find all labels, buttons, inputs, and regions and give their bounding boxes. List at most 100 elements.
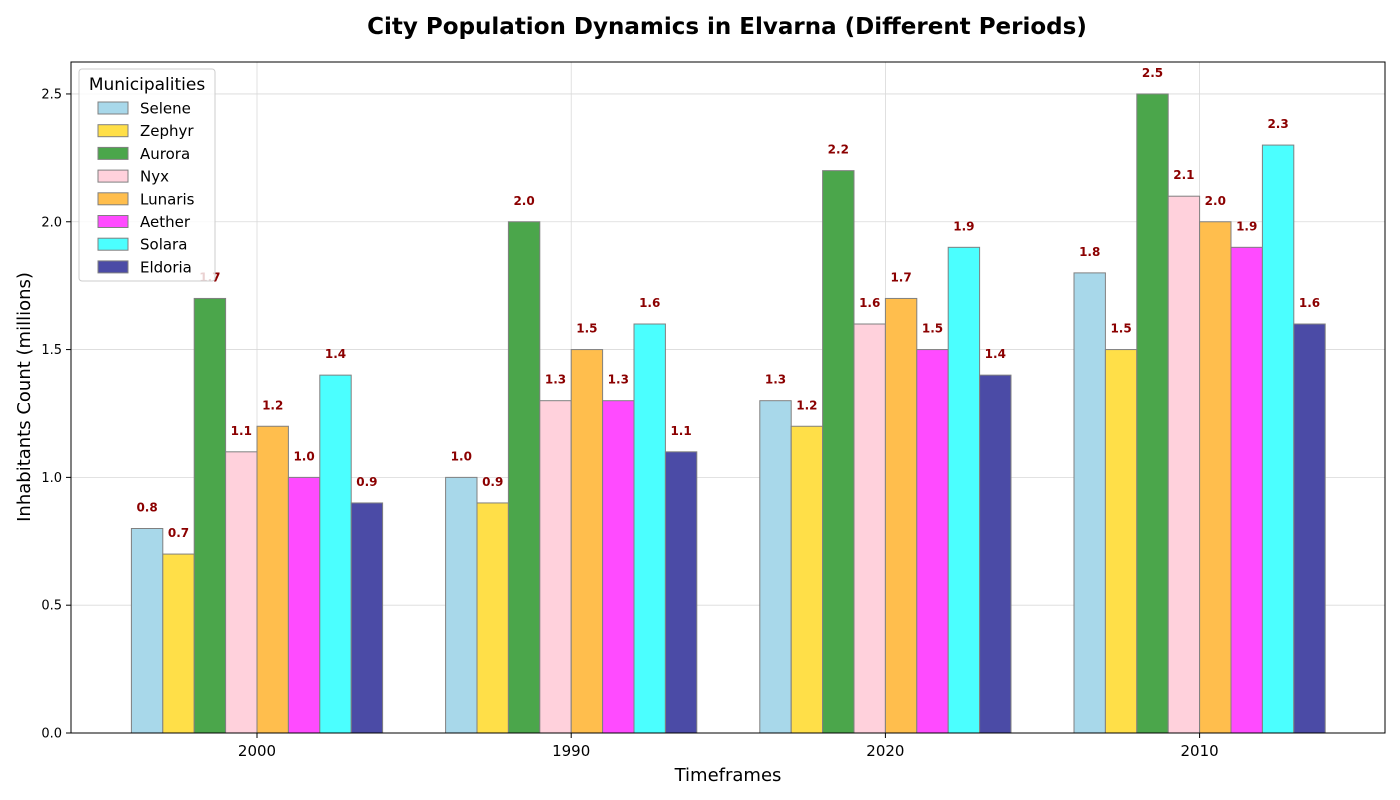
data-label: 0.8 — [136, 501, 157, 515]
bar-lunaris-2020 — [884, 297, 918, 734]
chart-title: City Population Dynamics in Elvarna (Dif… — [367, 14, 1087, 40]
bar-zephyr-2010 — [1104, 349, 1138, 734]
bar-eldoria-2010 — [1293, 323, 1326, 734]
legend-swatch-eldoria — [97, 260, 129, 274]
legend-entry-lunaris: Lunaris — [140, 190, 195, 208]
y-tick-label: 0.0 — [41, 727, 62, 742]
data-label: 0.9 — [482, 475, 503, 489]
y-axis-label: Inhabitants Count (millions) — [14, 272, 35, 522]
bar-eldoria-1990 — [664, 451, 698, 734]
x-tick-label: 2010 — [1181, 742, 1219, 760]
data-label: 2.2 — [828, 143, 849, 157]
data-label: 1.0 — [293, 449, 314, 463]
data-label: 2.0 — [513, 194, 534, 208]
bar-solara-2000 — [319, 374, 352, 734]
bar-selene-2000 — [130, 528, 164, 734]
x-axis-label: Timeframes — [674, 765, 782, 786]
bar-solara-2020 — [947, 246, 981, 734]
data-label: 1.3 — [608, 373, 629, 387]
data-label: 1.5 — [1110, 322, 1131, 336]
data-label: 0.7 — [168, 526, 189, 540]
bar-lunaris-2010 — [1199, 221, 1232, 734]
bar-zephyr-2000 — [162, 553, 195, 734]
data-label: 2.3 — [1267, 117, 1288, 131]
bar-eldoria-2000 — [350, 502, 384, 734]
bar-aether-2020 — [916, 349, 949, 734]
data-label: 1.1 — [231, 424, 252, 438]
data-label: 1.1 — [670, 424, 691, 438]
bar-selene-2010 — [1073, 272, 1106, 734]
legend: Municipalities Selene Zephyr Aurora Nyx Lunar… — [78, 68, 216, 282]
legend-swatch-aether — [97, 215, 129, 228]
data-label: 1.6 — [639, 296, 660, 310]
bar-solara-1990 — [633, 323, 666, 734]
legend-entry-aurora: Aurora — [140, 145, 190, 163]
bar-lunaris-2000 — [256, 425, 289, 734]
x-tick-label: 2000 — [238, 742, 276, 760]
y-tick-label: 0.5 — [41, 599, 62, 614]
bar-aether-2000 — [287, 476, 321, 734]
legend-entry-nyx: Nyx — [140, 168, 169, 186]
data-label: 1.4 — [985, 347, 1006, 361]
data-label: 1.3 — [765, 373, 786, 387]
bar-nyx-2010 — [1167, 195, 1201, 734]
x-tick-label: 1990 — [552, 742, 590, 760]
bar-selene-2020 — [759, 400, 792, 734]
legend-swatch-aurora — [97, 146, 129, 160]
plot-frame — [70, 61, 1386, 734]
data-label: 2.5 — [1142, 66, 1163, 80]
data-label: 1.5 — [576, 322, 597, 336]
y-axis: 0.0 0.5 1.0 1.5 2.0 2.5 — [41, 87, 71, 742]
bar-nyx-1990 — [539, 400, 572, 734]
data-label: 1.4 — [325, 347, 346, 361]
data-label: 1.9 — [953, 219, 974, 233]
data-label: 1.6 — [859, 296, 880, 310]
data-label: 2.1 — [1173, 168, 1194, 182]
data-label: 1.9 — [1236, 219, 1257, 233]
data-label: 1.2 — [796, 398, 817, 412]
bar-lunaris-1990 — [570, 349, 604, 734]
legend-entry-solara: Solara — [140, 236, 187, 254]
legend-swatch-zephyr — [97, 124, 129, 138]
legend-title: Municipalities — [89, 75, 206, 95]
data-label: 2.0 — [1205, 194, 1226, 208]
data-label: 1.0 — [451, 449, 472, 463]
bars — [130, 93, 1326, 734]
data-label: 1.8 — [1079, 245, 1100, 259]
bar-aether-2010 — [1230, 246, 1263, 734]
bar-eldoria-2020 — [979, 374, 1012, 734]
bar-aurora-2010 — [1136, 93, 1169, 734]
bar-aurora-1990 — [507, 221, 541, 734]
bar-aether-1990 — [602, 400, 635, 734]
bar-zephyr-2020 — [790, 425, 824, 734]
legend-entry-selene: Selene — [140, 100, 191, 118]
bar-nyx-2000 — [225, 451, 258, 734]
legend-entry-zephyr: Zephyr — [140, 122, 194, 140]
bar-aurora-2000 — [193, 297, 227, 734]
x-tick-label: 2020 — [866, 742, 904, 760]
x-axis: 2000 1990 2020 2010 — [238, 733, 1219, 760]
legend-swatch-nyx — [97, 169, 129, 183]
bar-solara-2010 — [1261, 144, 1295, 734]
data-label: 1.2 — [262, 398, 283, 412]
data-label: 1.5 — [922, 322, 943, 336]
bar-aurora-2020 — [822, 170, 855, 734]
legend-swatch-lunaris — [97, 192, 129, 206]
data-label: 1.3 — [545, 373, 566, 387]
bar-zephyr-1990 — [476, 502, 509, 734]
data-label: 1.6 — [1299, 296, 1320, 310]
data-label: 0.9 — [356, 475, 377, 489]
bar-nyx-2020 — [853, 323, 886, 734]
legend-entry-aether: Aether — [140, 213, 191, 231]
y-tick-label: 1.0 — [41, 471, 62, 486]
legend-swatch-selene — [97, 101, 129, 115]
y-tick-label: 1.5 — [41, 343, 62, 358]
legend-swatch-solara — [97, 237, 129, 251]
y-tick-label: 2.0 — [41, 215, 62, 230]
data-label: 1.7 — [890, 270, 911, 284]
legend-entry-eldoria: Eldoria — [140, 258, 192, 276]
y-tick-label: 2.5 — [41, 87, 62, 102]
bar-selene-1990 — [445, 476, 478, 734]
